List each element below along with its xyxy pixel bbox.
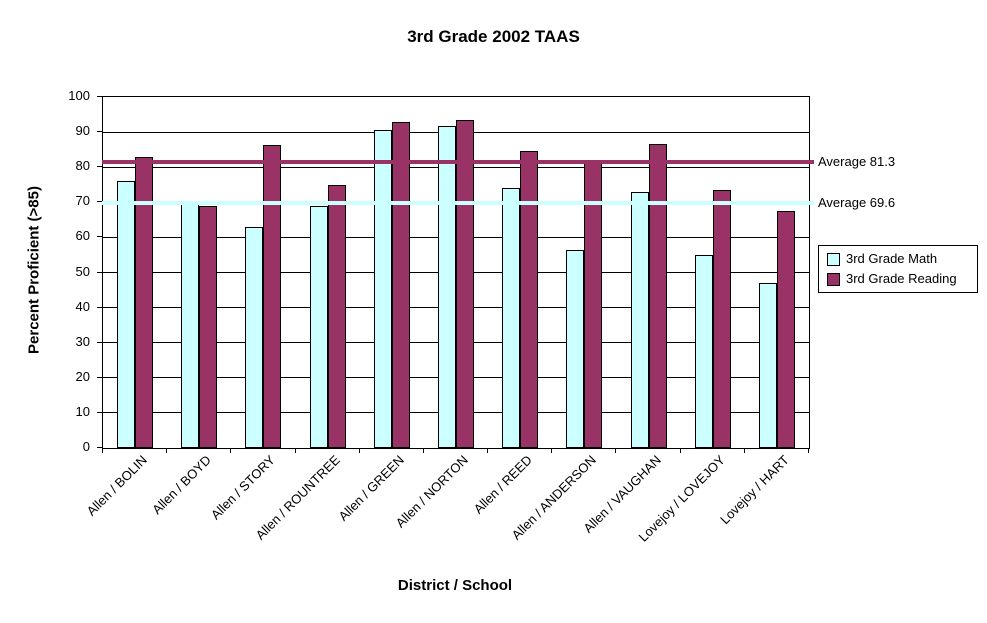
y-tick-label-10: 10 (75, 403, 90, 419)
reference-line-math-average (102, 200, 814, 205)
bar-reading-10 (712, 190, 731, 448)
x-tick-4 (358, 448, 360, 453)
reference-line-label-reading-average: Average 81.3 (818, 153, 896, 169)
bar-reading-4 (327, 185, 346, 448)
x-tick-1 (166, 448, 168, 453)
y-axis-title: Percent Proficient (>85) (25, 186, 43, 354)
x-tick-10 (743, 448, 745, 453)
y-tick-60 (97, 236, 102, 238)
y-tick-80 (97, 166, 102, 168)
y-tick-10 (97, 411, 102, 413)
chart-title: 3rd Grade 2002 TAAS (407, 27, 580, 46)
bar-math-10 (694, 254, 713, 448)
bar-reading-7 (520, 150, 539, 448)
reference-line-reading-average (102, 159, 814, 164)
y-tick-label-0: 0 (82, 439, 90, 454)
y-tick-50 (97, 271, 102, 273)
bar-reading-9 (648, 144, 667, 448)
x-tick-6 (487, 448, 489, 453)
legend-swatch-reading-icon (827, 272, 840, 286)
bar-math-6 (438, 125, 456, 448)
plot-area (102, 96, 810, 449)
y-tick-label-20: 20 (75, 368, 90, 384)
y-tick-40 (97, 306, 102, 308)
legend-item-math: 3rd Grade Math (827, 250, 977, 268)
y-tick-0 (97, 447, 102, 448)
bar-reading-11 (776, 211, 795, 448)
y-tick-20 (97, 376, 102, 378)
bar-math-7 (502, 188, 521, 448)
x-tick-8 (615, 448, 617, 453)
bar-math-1 (117, 181, 136, 448)
y-tick-label-50: 50 (75, 263, 90, 279)
y-tick-30 (97, 341, 102, 343)
bar-reading-5 (391, 121, 410, 448)
x-tick-0 (102, 448, 103, 453)
y-tick-label-100: 100 (68, 88, 90, 103)
bar-math-4 (309, 205, 328, 448)
bar-reading-2 (199, 205, 218, 448)
bar-reading-3 (263, 144, 282, 448)
x-tick-7 (551, 448, 553, 453)
x-tick-9 (679, 448, 681, 453)
legend-item-reading: 3rd Grade Reading (827, 270, 977, 288)
x-tick-3 (294, 448, 296, 453)
bar-math-2 (181, 202, 200, 448)
y-tick-70 (97, 201, 102, 203)
y-tick-label-40: 40 (75, 298, 90, 314)
reference-line-label-math-average: Average 69.6 (818, 194, 896, 210)
bar-math-5 (373, 130, 392, 448)
y-tick-label-30: 30 (75, 333, 90, 349)
x-tick-11 (808, 448, 809, 453)
y-tick-100 (97, 96, 102, 97)
y-tick-90 (97, 131, 102, 133)
legend-label-reading: 3rd Grade Reading (846, 271, 957, 286)
bar-math-9 (630, 191, 649, 448)
legend: 3rd Grade Math 3rd Grade Reading (818, 245, 978, 293)
bar-math-11 (758, 283, 777, 448)
legend-label-math: 3rd Grade Math (846, 251, 938, 266)
x-tick-5 (422, 448, 424, 453)
x-axis-title: District / School (397, 577, 513, 594)
y-tick-label-80: 80 (75, 158, 90, 174)
y-tick-label-90: 90 (75, 123, 90, 139)
legend-swatch-math-icon (827, 252, 840, 266)
x-tick-2 (230, 448, 232, 453)
bar-reading-6 (456, 120, 474, 448)
y-tick-label-60: 60 (75, 228, 90, 244)
bar-math-3 (245, 226, 264, 448)
bar-reading-1 (135, 156, 154, 448)
bar-math-8 (566, 250, 585, 448)
y-tick-label-70: 70 (75, 193, 90, 209)
